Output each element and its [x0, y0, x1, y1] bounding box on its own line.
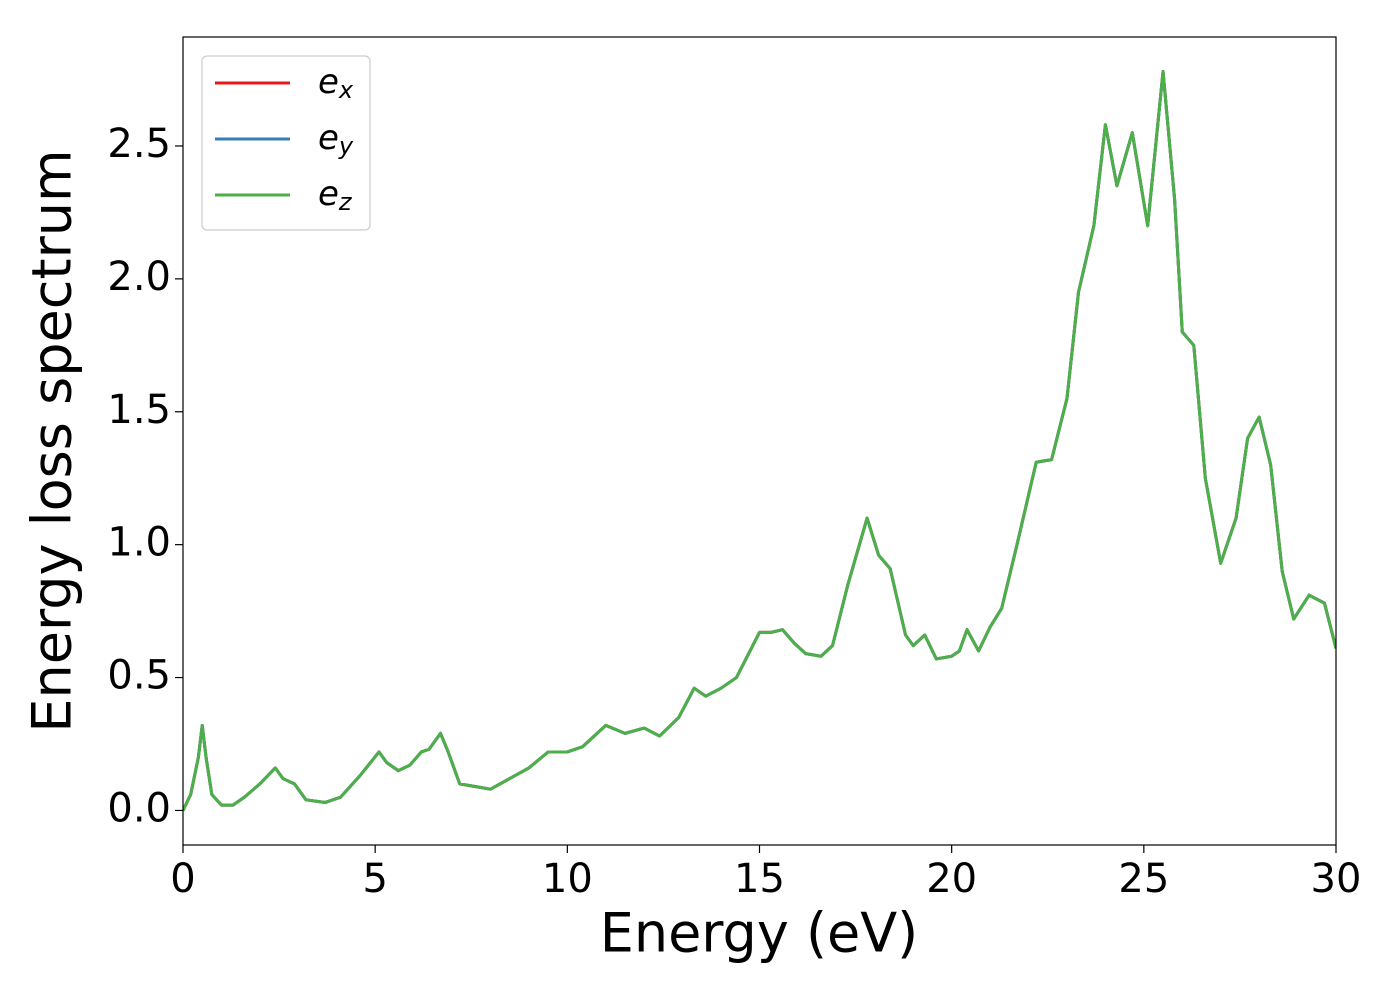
x-tick-label: 5 [362, 856, 387, 902]
legend-box [201, 55, 371, 231]
y-tick-label: 0.0 [107, 785, 171, 831]
x-tick-label: 25 [1118, 856, 1169, 902]
plot-frame [182, 36, 1337, 846]
y-tick-label: 0.5 [107, 653, 171, 699]
y-tick-label: 2.0 [107, 254, 171, 300]
legend-label: ez [318, 174, 353, 217]
x-tick-label: 20 [926, 856, 977, 902]
legend-label: ey [318, 118, 354, 161]
y-tick-label: 1.5 [107, 387, 171, 433]
x-tick-label: 15 [734, 856, 785, 902]
x-axis-label: Energy (eV) [600, 902, 919, 965]
x-tick-label: 10 [542, 856, 593, 902]
data-line [183, 70, 1336, 812]
y-axis-label: Energy loss spectrum [21, 149, 84, 732]
y-tick-label: 2.5 [107, 121, 171, 167]
x-tick-label: 30 [1311, 856, 1362, 902]
x-tick-label: 0 [170, 856, 195, 902]
y-tick-label: 1.0 [107, 520, 171, 566]
legend-label: ex [318, 62, 354, 105]
